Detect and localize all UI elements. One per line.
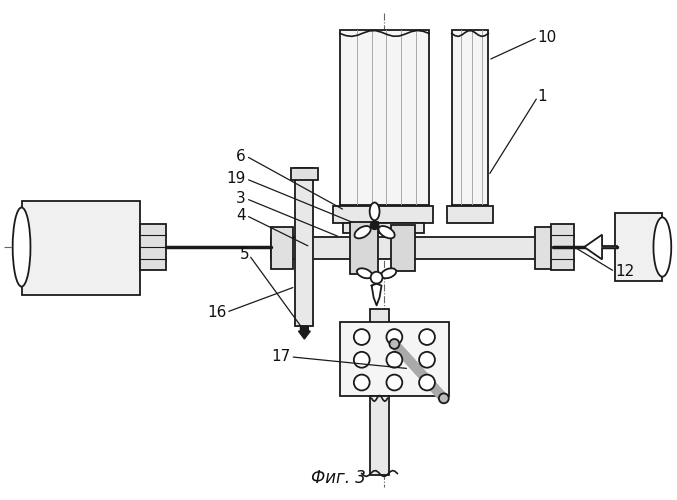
Bar xyxy=(370,396,389,475)
Ellipse shape xyxy=(653,218,672,276)
Bar xyxy=(271,237,552,259)
Bar xyxy=(140,224,166,270)
Circle shape xyxy=(387,352,402,368)
Ellipse shape xyxy=(439,394,449,404)
FancyArrow shape xyxy=(584,234,617,260)
Ellipse shape xyxy=(381,268,396,278)
Circle shape xyxy=(354,374,370,390)
Polygon shape xyxy=(372,284,382,306)
Circle shape xyxy=(354,329,370,345)
Text: 4: 4 xyxy=(236,208,246,223)
Bar xyxy=(447,206,494,224)
Bar xyxy=(350,222,378,274)
FancyArrow shape xyxy=(299,326,310,339)
Text: 1: 1 xyxy=(538,89,548,104)
Bar xyxy=(535,228,556,269)
Bar xyxy=(271,228,292,269)
Bar xyxy=(615,214,662,280)
Ellipse shape xyxy=(355,226,371,238)
Circle shape xyxy=(419,374,435,390)
Ellipse shape xyxy=(378,226,395,238)
Text: 3: 3 xyxy=(236,191,246,206)
Ellipse shape xyxy=(370,202,380,220)
Bar xyxy=(295,168,313,326)
Circle shape xyxy=(354,352,370,368)
Bar xyxy=(340,322,449,396)
Bar xyxy=(550,224,574,270)
Bar xyxy=(452,30,488,206)
Ellipse shape xyxy=(357,268,372,278)
Circle shape xyxy=(370,272,383,283)
Bar xyxy=(22,200,140,294)
Ellipse shape xyxy=(13,208,30,286)
Circle shape xyxy=(370,222,378,229)
Bar xyxy=(370,310,389,388)
Text: 16: 16 xyxy=(207,305,226,320)
Circle shape xyxy=(419,352,435,368)
Bar xyxy=(290,168,318,180)
Text: 10: 10 xyxy=(538,30,557,45)
Text: 17: 17 xyxy=(271,350,290,364)
Bar xyxy=(391,226,415,271)
Text: Фиг. 3: Фиг. 3 xyxy=(311,470,366,488)
Circle shape xyxy=(387,329,402,345)
Text: 19: 19 xyxy=(227,172,246,186)
Bar xyxy=(340,30,429,206)
Bar xyxy=(343,224,424,233)
Ellipse shape xyxy=(389,339,399,349)
Text: 5: 5 xyxy=(240,248,249,262)
Circle shape xyxy=(387,374,402,390)
Text: 12: 12 xyxy=(615,264,634,280)
Circle shape xyxy=(419,329,435,345)
Bar xyxy=(333,206,433,224)
Text: 6: 6 xyxy=(236,148,246,164)
